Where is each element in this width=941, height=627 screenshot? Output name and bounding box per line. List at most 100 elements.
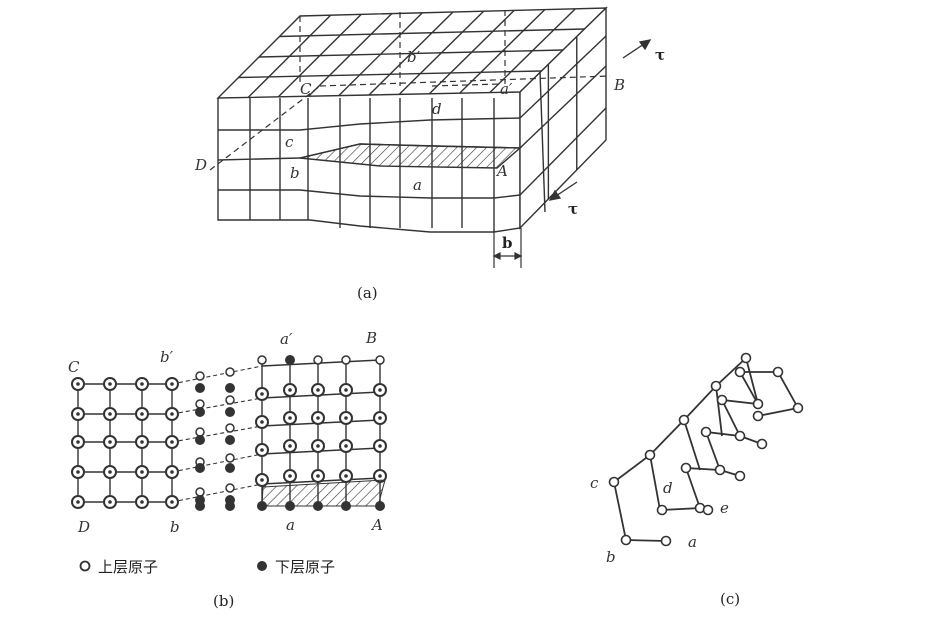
upper-atom-core [76, 500, 80, 504]
screw-chain-link [683, 419, 701, 471]
chain-atom [656, 504, 668, 516]
upper-atom-small [375, 355, 385, 365]
legend-lower-atom-icon [257, 561, 267, 571]
right-row-line [519, 107, 607, 196]
upper-atom-core [170, 412, 174, 416]
label-b-B: B [365, 329, 377, 347]
top-grid-line [277, 13, 362, 98]
label-tau-bottom: τ [568, 200, 578, 218]
upper-atom-core [170, 382, 174, 386]
chain-atom [772, 366, 784, 378]
chain-atom [678, 414, 690, 426]
upper-atom-core [260, 420, 264, 424]
lower-atom [225, 463, 235, 473]
lower-atom [225, 383, 235, 393]
upper-atom-core [316, 474, 320, 478]
upper-atom-core [170, 440, 174, 444]
lower-atom [195, 383, 205, 393]
transition-dashed-line [171, 453, 263, 473]
screw-chain-link [715, 385, 723, 437]
label-a-C: C [300, 80, 312, 98]
screw-chain-link [649, 454, 661, 511]
lower-atom [195, 435, 205, 445]
burgers-vector-marker [492, 228, 523, 268]
right-row-line [519, 65, 607, 149]
transition-dashed-line [171, 425, 263, 443]
upper-atom-small [195, 399, 205, 409]
lower-atom [195, 463, 205, 473]
label-a-B: B [613, 76, 625, 94]
right-face-grid [519, 6, 607, 230]
chain-atom [620, 534, 632, 546]
label-a-a-prime: a′ [500, 80, 513, 98]
label-a-burgers-b: b [502, 234, 513, 252]
upper-atom-core [170, 500, 174, 504]
right-col-line [539, 71, 546, 213]
label-c-b: b [606, 548, 616, 566]
upper-atom-small [195, 487, 205, 497]
chain-atom [702, 504, 714, 516]
label-b-D: D [77, 518, 90, 536]
upper-atom-core [140, 412, 144, 416]
legend-upper-label: 上层原子 [98, 558, 158, 576]
panel-c-screw-chain [608, 352, 804, 547]
upper-atom-core [260, 392, 264, 396]
upper-atom-core [344, 474, 348, 478]
chain-atom [734, 430, 746, 442]
upper-atom-core [378, 416, 382, 420]
panel-b-slip-hatch [261, 479, 386, 507]
chain-atom [700, 426, 712, 438]
upper-atom-core [76, 470, 80, 474]
upper-atom-small [225, 367, 235, 377]
label-tau-top: τ [655, 46, 665, 64]
upper-atom-core [140, 440, 144, 444]
upper-atom-small [225, 423, 235, 433]
upper-atom-small [225, 395, 235, 405]
top-grid-line [398, 10, 485, 95]
chain-atom [752, 410, 764, 422]
lower-atom [195, 407, 205, 417]
upper-atom-small [257, 355, 267, 365]
label-a-A: A [495, 162, 508, 180]
lower-atom [225, 435, 235, 445]
upper-atom-core [378, 388, 382, 392]
upper-atom-core [108, 500, 112, 504]
upper-atom-core [316, 416, 320, 420]
label-b-C: C [68, 358, 80, 376]
top-grid-line [428, 9, 515, 95]
label-b-b: b [170, 518, 180, 536]
chain-atom [714, 464, 726, 476]
slip-plane-hatch [299, 143, 522, 169]
label-a-b: b [290, 164, 300, 182]
label-a-D: D [194, 156, 207, 174]
upper-atom-core [344, 444, 348, 448]
legend: 上层原子 下层原子 [79, 558, 335, 576]
lower-atom [225, 407, 235, 417]
screw-chain-link [745, 357, 759, 405]
upper-atom-core [378, 444, 382, 448]
upper-atom-core [288, 474, 292, 478]
chain-atom [734, 470, 746, 482]
dislocation-dashed-lines [209, 10, 611, 171]
label-b-a-prime: a′ [280, 330, 293, 348]
chain-atom [644, 449, 656, 461]
chain-atom [752, 398, 764, 410]
upper-atom-core [76, 440, 80, 444]
transition-dashed-line [171, 483, 263, 503]
front-row-line [218, 117, 521, 131]
upper-atom-small [225, 483, 235, 493]
upper-atom-core [288, 388, 292, 392]
label-b-a: a [286, 516, 295, 534]
upper-atom-core [260, 478, 264, 482]
chain-atom [740, 352, 752, 364]
transition-dashed-line [171, 397, 263, 415]
chain-atom [608, 476, 620, 488]
chain-atom [660, 535, 672, 547]
label-b-A: A [370, 516, 383, 534]
panel-b-atom-lattice [71, 355, 387, 511]
label-c-a: a [688, 533, 697, 551]
chain-atom [680, 462, 692, 474]
upper-atom-core [288, 444, 292, 448]
upper-atom-core [108, 412, 112, 416]
